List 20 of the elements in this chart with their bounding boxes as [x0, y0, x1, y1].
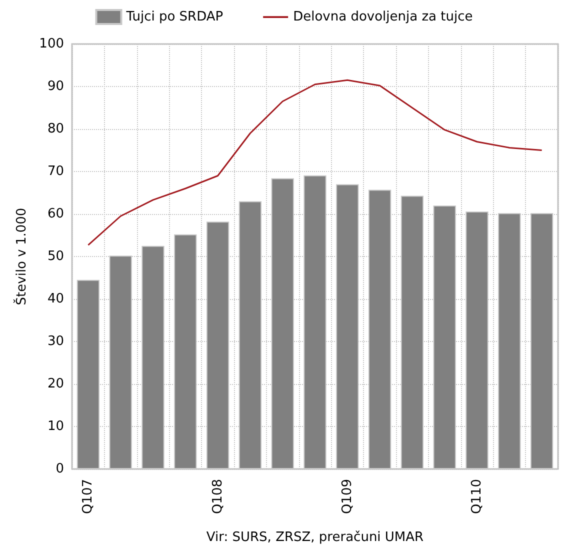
y-tick-label: 70 — [47, 164, 64, 179]
line-series — [87, 79, 543, 246]
y-tick-label: 80 — [47, 122, 64, 136]
y-tick-label: 40 — [47, 292, 64, 306]
y-axis-title: Število v 1.000 — [12, 208, 30, 306]
y-tick-label: 0 — [56, 462, 64, 476]
y-tick-label: 100 — [39, 36, 64, 52]
x-tick-label: Q107 — [80, 479, 96, 514]
legend-label: Delovna dovoljenja za tujce — [293, 10, 473, 24]
legend-label: Tujci po SRDAP — [125, 10, 224, 24]
x-tick-label: Q110 — [470, 479, 484, 514]
x-tick-label: Q108 — [210, 479, 226, 514]
y-tick-label: 10 — [47, 419, 64, 434]
y-tick-label: 90 — [47, 79, 64, 94]
y-tick-label: 20 — [47, 376, 64, 392]
y-tick-label: 60 — [47, 206, 64, 222]
x-axis-title: Vir: SURS, ZRSZ, preračuni UMAR — [206, 530, 424, 545]
y-tick-label: 30 — [47, 334, 64, 349]
y-tick-label: 50 — [47, 249, 64, 264]
x-tick-label: Q109 — [340, 479, 355, 514]
